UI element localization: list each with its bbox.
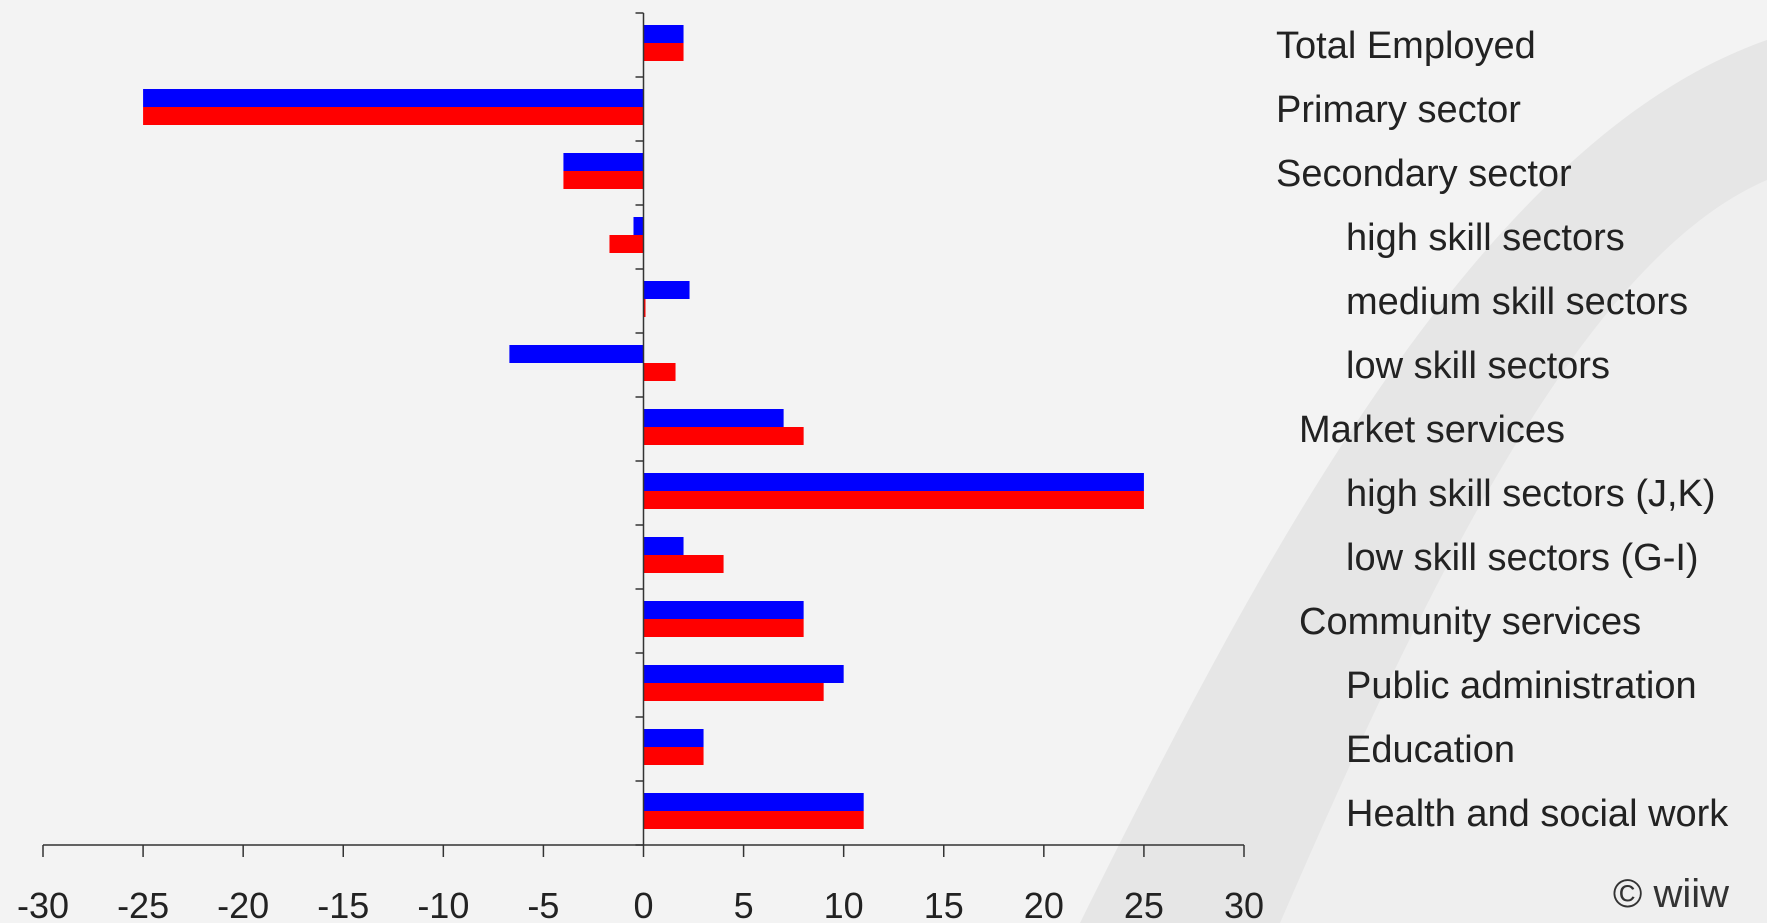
x-tick-label: -5 [527, 885, 559, 923]
x-tick-label: 20 [1024, 885, 1064, 923]
bar-series-2-row-13 [643, 811, 864, 829]
x-tick-label: 5 [734, 885, 754, 923]
bar-series-1-row-2 [143, 89, 644, 107]
x-tick-label: 0 [633, 885, 653, 923]
bar-series-2-row-12 [643, 747, 704, 765]
category-label: medium skill sectors [1346, 281, 1688, 323]
category-label: Market services [1299, 409, 1565, 451]
category-label: high skill sectors (J,K) [1346, 473, 1716, 515]
bar-series-2-row-1 [643, 43, 684, 61]
x-tick-label: -20 [217, 885, 269, 923]
bar-series-2-row-9 [643, 555, 724, 573]
copyright-text: © wiiw [1612, 872, 1729, 916]
bar-series-2-row-8 [643, 491, 1144, 509]
x-tick-label: -10 [417, 885, 469, 923]
category-label: Public administration [1346, 665, 1697, 707]
x-tick-label: -25 [117, 885, 169, 923]
bar-series-1-row-5 [643, 281, 690, 299]
x-tick-label: 10 [824, 885, 864, 923]
bar-series-2-row-7 [643, 427, 804, 445]
x-tick-label: 25 [1124, 885, 1164, 923]
bar-series-2-row-4 [609, 235, 644, 253]
bar-series-1-row-6 [509, 345, 644, 363]
x-tick-label: -30 [17, 885, 69, 923]
bar-series-1-row-9 [643, 537, 684, 555]
x-tick-label: 15 [924, 885, 964, 923]
bar-series-2-row-11 [643, 683, 824, 701]
category-label: Health and social work [1346, 793, 1729, 835]
bar-series-1-row-11 [643, 665, 844, 683]
x-tick-label: 30 [1224, 885, 1264, 923]
bar-series-1-row-10 [643, 601, 804, 619]
category-label: low skill sectors (G-I) [1346, 537, 1699, 579]
category-label: low skill sectors [1346, 345, 1610, 387]
bar-series-2-row-6 [643, 363, 676, 381]
category-label: high skill sectors [1346, 217, 1625, 259]
bar-series-1-row-3 [563, 153, 644, 171]
bar-series-2-row-2 [143, 107, 644, 125]
bar-series-1-row-8 [643, 473, 1144, 491]
category-label: Total Employed [1276, 25, 1536, 67]
bar-series-2-row-10 [643, 619, 804, 637]
category-label: Community services [1299, 601, 1641, 643]
bar-series-1-row-7 [643, 409, 784, 427]
x-tick-label: -15 [317, 885, 369, 923]
bar-series-2-row-3 [563, 171, 644, 189]
bar-series-1-row-1 [643, 25, 684, 43]
category-label: Primary sector [1276, 89, 1521, 131]
category-label: Education [1346, 729, 1515, 771]
category-label: Secondary sector [1276, 153, 1572, 195]
bar-series-1-row-4 [633, 217, 644, 235]
bar-series-2-row-5 [643, 299, 646, 317]
bar-series-1-row-12 [643, 729, 704, 747]
bar-series-1-row-13 [643, 793, 864, 811]
